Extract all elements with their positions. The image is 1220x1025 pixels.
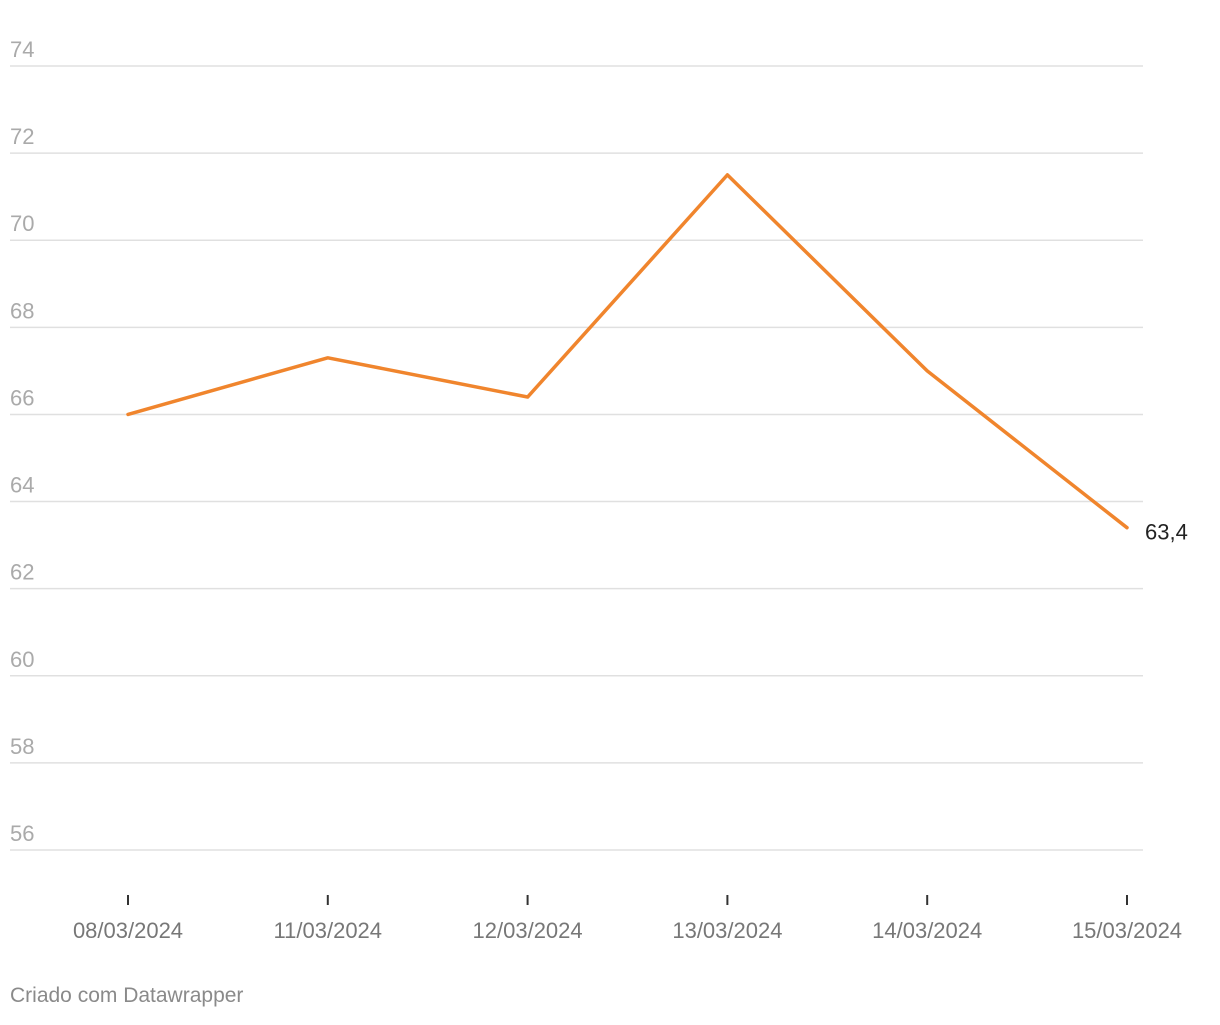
y-tick-label: 70 (10, 211, 34, 236)
y-tick-label: 62 (10, 560, 34, 585)
y-tick-label: 60 (10, 647, 34, 672)
credit-text: Criado com Datawrapper (10, 984, 244, 1007)
y-tick-label: 66 (10, 385, 34, 410)
x-tick-label: 13/03/2024 (672, 918, 782, 943)
x-tick-label: 08/03/2024 (73, 918, 183, 943)
y-tick-label: 68 (10, 298, 34, 323)
end-value-label: 63,4 (1145, 520, 1188, 545)
y-tick-label: 56 (10, 821, 34, 846)
series-layer (126, 173, 1129, 530)
series-line (126, 173, 1129, 530)
x-tick-label: 12/03/2024 (473, 918, 583, 943)
x-axis: 08/03/2024 11/03/2024 12/03/2024 13/03/2024… (73, 895, 1182, 943)
grid-layer (10, 65, 1143, 851)
label-layer: 63,4 (1145, 520, 1188, 545)
x-tick-label: 11/03/2024 (274, 918, 382, 943)
x-tick-label: 14/03/2024 (872, 918, 982, 943)
y-tick-label: 58 (10, 734, 34, 759)
y-axis: 56 58 60 62 64 66 68 70 72 74 (10, 37, 34, 846)
y-tick-label: 72 (10, 124, 34, 149)
x-tick-label: 15/03/2024 (1072, 918, 1182, 943)
y-tick-label: 74 (10, 37, 34, 62)
y-tick-label: 64 (10, 473, 34, 498)
